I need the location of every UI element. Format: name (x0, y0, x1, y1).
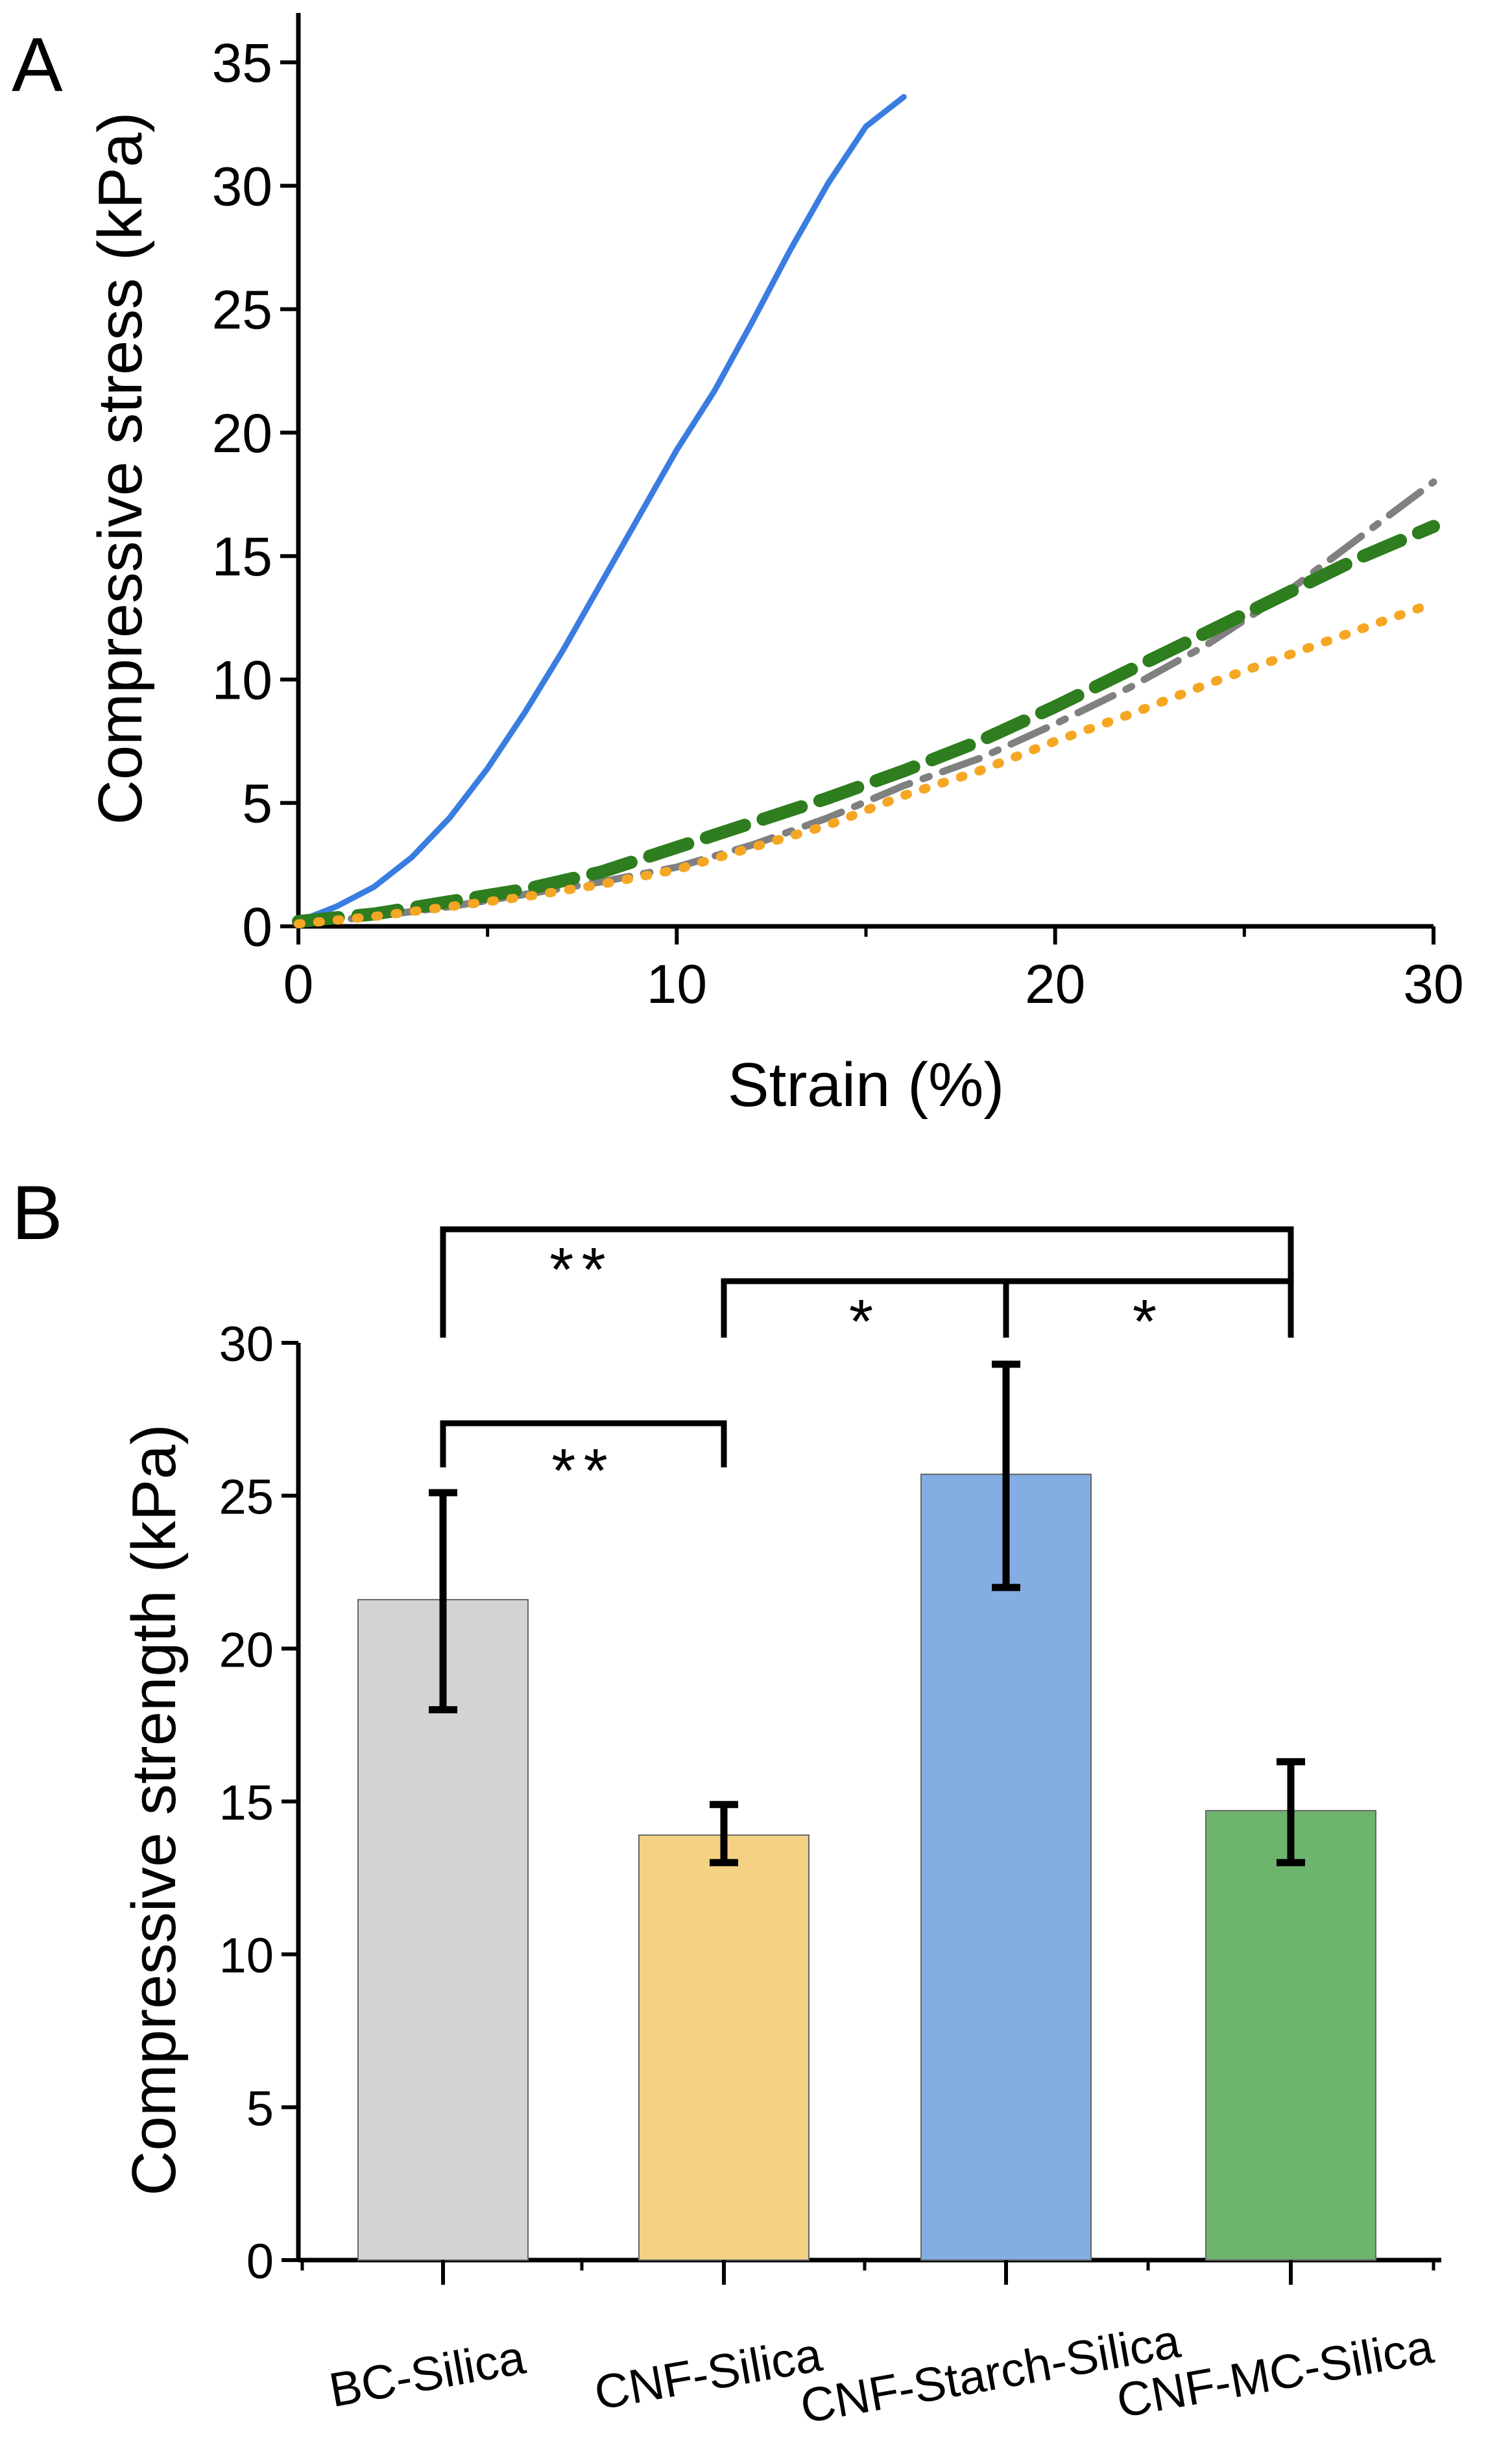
panel-b-label: B (12, 1170, 63, 1256)
panel-a-y-tick-label: 20 (212, 403, 272, 464)
bar-cnf-mc-silica (1205, 1810, 1376, 2261)
panel-a-y-tick-label: 0 (242, 897, 272, 957)
panel-b-y-tick-label: 5 (246, 2081, 274, 2136)
panel-a-y-tick-label: 5 (242, 773, 272, 834)
panel-b-y-tick-label: 20 (219, 1622, 274, 1678)
significance-bracket (440, 1420, 727, 1467)
panel-a-y-ticks: 0 5 10 15 20 25 30 35 (212, 32, 298, 957)
significance-bracket (1003, 1278, 1294, 1338)
panel-a-x-tick-label: 30 (1403, 954, 1463, 1015)
panel-b-x-tick-label: BC-Silica (326, 2330, 530, 2417)
panel-a-x-axis-label: Strain (%) (728, 1050, 1005, 1120)
panel-a-y-tick-label: 35 (212, 32, 272, 93)
panel-b-y-ticks: 0 5 10 15 20 25 30 (219, 1317, 298, 2289)
panel-b-bars (357, 1473, 1376, 2261)
significance-label: * (849, 1287, 881, 1356)
panel-a-x-ticks: 0 10 20 30 (283, 926, 1464, 1015)
panel-a-x-tick-label: 0 (283, 954, 314, 1015)
significance-label: * (1133, 1287, 1164, 1356)
series-line-bc-silica (294, 478, 1437, 928)
panel-b-error-bars (429, 1360, 1305, 1866)
panel-b-significance-brackets: ***** * (440, 1226, 1294, 1506)
panel-a-y-tick-label: 25 (212, 280, 272, 341)
series-line-cnf-starch-silica (295, 93, 907, 924)
panel-a-y-tick-label: 30 (212, 156, 272, 217)
panel-a-label: A (12, 22, 63, 108)
panel-b-x-tick-label: CNF-Silica (590, 2327, 826, 2420)
series-line-cnf-mc-silica (292, 520, 1440, 928)
bar-cnf-starch-silica (920, 1473, 1092, 2261)
panel-a-x-tick-label: 10 (647, 954, 707, 1015)
panel-b-y-tick-label: 15 (219, 1776, 274, 1831)
panel-a-line-chart: A 0 5 10 15 20 25 30 35 0 10 20 30 Strain (%) Comp… (12, 13, 1464, 1120)
panel-b-y-tick-label: 25 (219, 1470, 274, 1525)
series-line-cnf-silica (294, 598, 1438, 929)
significance-label: ** (551, 1436, 616, 1506)
panel-a-y-tick-label: 10 (212, 649, 272, 710)
bar-cnf-silica (638, 1834, 810, 2261)
panel-a-x-tick-label: 20 (1025, 954, 1085, 1015)
panel-b-y-tick-label: 10 (219, 1929, 274, 1984)
panel-a-y-axis-label: Compressive stress (kPa) (86, 112, 155, 825)
panel-b-y-tick-label: 0 (246, 2234, 274, 2289)
panel-a-series (292, 93, 1440, 929)
panel-b-x-ticks: BC-Silica CNF-SilicaCNF-Starch-SilicaCNF-… (300, 2260, 1438, 2433)
panel-b-y-tick-label: 30 (219, 1317, 274, 1372)
significance-label: ** (549, 1235, 614, 1305)
panel-b-y-axis-label: Compressive strength (kPa) (119, 1424, 189, 2196)
panel-a-y-tick-label: 15 (212, 526, 272, 587)
